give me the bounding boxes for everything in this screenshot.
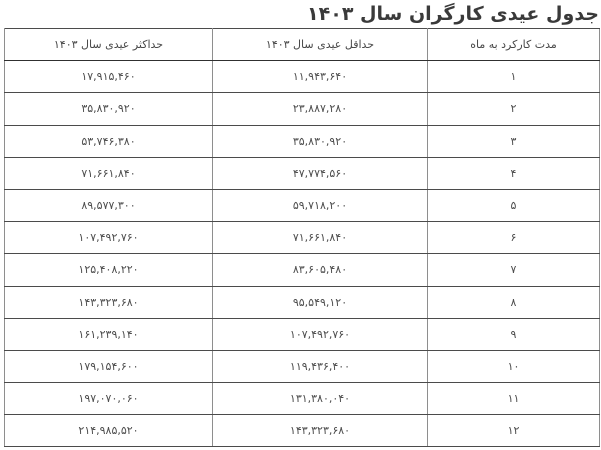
duration-cell: ۱۱ (427, 382, 600, 416)
max-eidi-cell: ۸۹,۵۷۷,۳۰۰ (4, 188, 213, 223)
duration-cell: ۳ (427, 124, 600, 158)
table-row: ۵ ۵۹,۷۱۸,۲۰۰ ۸۹,۵۷۷,۳۰۰ (4, 188, 600, 223)
min-eidi-cell: ۹۵,۵۴۹,۱۲۰ (212, 285, 428, 319)
max-eidi-cell: ۱۲۵,۴۰۸,۲۲۰ (4, 253, 213, 287)
min-eidi-cell: ۱۴۳,۳۲۳,۶۸۰ (212, 414, 428, 448)
min-eidi-cell: ۱۱۹,۴۳۶,۴۰۰ (212, 349, 428, 384)
max-eidi-cell: ۳۵,۸۳۰,۹۲۰ (4, 92, 213, 126)
duration-cell: ۱۲ (427, 414, 600, 448)
table-row: ۱۱ ۱۳۱,۳۸۰,۰۴۰ ۱۹۷,۰۷۰,۰۶۰ (4, 382, 600, 416)
min-eidi-cell: ۱۱,۹۴۳,۶۴۰ (212, 60, 428, 94)
max-eidi-cell: ۱۴۳,۳۲۳,۶۸۰ (4, 285, 213, 319)
min-eidi-cell: ۲۳,۸۸۷,۲۸۰ (212, 92, 428, 126)
min-eidi-cell: ۵۹,۷۱۸,۲۰۰ (212, 188, 428, 223)
min-eidi-cell: ۸۳,۶۰۵,۴۸۰ (212, 253, 428, 287)
table-row: ۶ ۷۱,۶۶۱,۸۴۰ ۱۰۷,۴۹۲,۷۶۰ (4, 221, 600, 255)
table-header-row: مدت کارکرد به ماه حداقل عیدی سال ۱۴۰۳ حد… (4, 27, 600, 62)
table-row: ۸ ۹۵,۵۴۹,۱۲۰ ۱۴۳,۳۲۳,۶۸۰ (4, 285, 600, 319)
max-eidi-cell: ۵۳,۷۴۶,۳۸۰ (4, 124, 213, 158)
duration-cell: ۴ (427, 156, 600, 190)
min-eidi-cell: ۳۵,۸۳۰,۹۲۰ (212, 124, 428, 158)
min-eidi-cell: ۱۳۱,۳۸۰,۰۴۰ (212, 382, 428, 416)
table-row: ۹ ۱۰۷,۴۹۲,۷۶۰ ۱۶۱,۲۳۹,۱۴۰ (4, 317, 600, 351)
column-header-duration: مدت کارکرد به ماه (427, 27, 600, 62)
max-eidi-cell: ۲۱۴,۹۸۵,۵۲۰ (4, 414, 213, 448)
min-eidi-cell: ۱۰۷,۴۹۲,۷۶۰ (212, 317, 428, 351)
table-row: ۱ ۱۱,۹۴۳,۶۴۰ ۱۷,۹۱۵,۴۶۰ (4, 60, 600, 94)
duration-cell: ۶ (427, 221, 600, 255)
max-eidi-cell: ۱۶۱,۲۳۹,۱۴۰ (4, 317, 213, 351)
max-eidi-cell: ۱۷۹,۱۵۴,۶۰۰ (4, 349, 213, 384)
duration-cell: ۲ (427, 92, 600, 126)
page-title: جدول عیدی کارگران سال ۱۴۰۳ (307, 3, 599, 25)
duration-cell: ۸ (427, 285, 600, 319)
duration-cell: ۱۰ (427, 349, 600, 384)
min-eidi-cell: ۷۱,۶۶۱,۸۴۰ (212, 221, 428, 255)
duration-cell: ۷ (427, 253, 600, 287)
duration-cell: ۱ (427, 60, 600, 94)
table-row: ۲ ۲۳,۸۸۷,۲۸۰ ۳۵,۸۳۰,۹۲۰ (4, 92, 600, 126)
max-eidi-cell: ۱۹۷,۰۷۰,۰۶۰ (4, 382, 213, 416)
max-eidi-cell: ۱۷,۹۱۵,۴۶۰ (4, 60, 213, 94)
table-row: ۴ ۴۷,۷۷۴,۵۶۰ ۷۱,۶۶۱,۸۴۰ (4, 156, 600, 190)
table-row: ۳ ۳۵,۸۳۰,۹۲۰ ۵۳,۷۴۶,۳۸۰ (4, 124, 600, 158)
column-header-max-eidi: حداکثر عیدی سال ۱۴۰۳ (4, 27, 213, 62)
table-row: ۱۲ ۱۴۳,۳۲۳,۶۸۰ ۲۱۴,۹۸۵,۵۲۰ (4, 414, 600, 448)
duration-cell: ۹ (427, 317, 600, 351)
table-row: ۱۰ ۱۱۹,۴۳۶,۴۰۰ ۱۷۹,۱۵۴,۶۰۰ (4, 349, 600, 384)
table-row: ۷ ۸۳,۶۰۵,۴۸۰ ۱۲۵,۴۰۸,۲۲۰ (4, 253, 600, 287)
max-eidi-cell: ۷۱,۶۶۱,۸۴۰ (4, 156, 213, 190)
min-eidi-cell: ۴۷,۷۷۴,۵۶۰ (212, 156, 428, 190)
eidi-table: مدت کارکرد به ماه حداقل عیدی سال ۱۴۰۳ حد… (4, 27, 600, 448)
duration-cell: ۵ (427, 188, 600, 223)
column-header-min-eidi: حداقل عیدی سال ۱۴۰۳ (212, 27, 428, 62)
max-eidi-cell: ۱۰۷,۴۹۲,۷۶۰ (4, 221, 213, 255)
